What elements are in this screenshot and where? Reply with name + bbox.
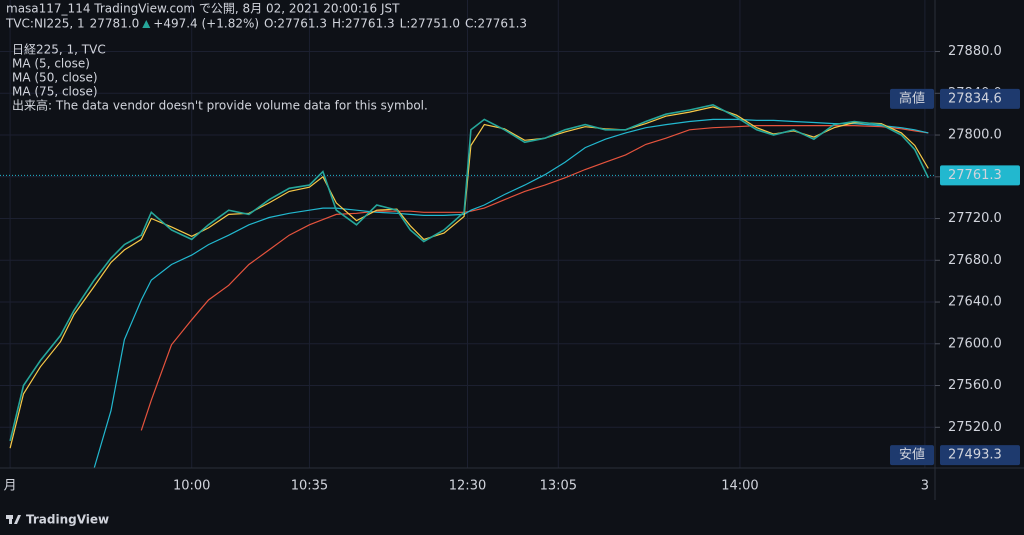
legend-entry: MA (5, close)	[12, 57, 90, 71]
y-tick-label: 27680.0	[948, 253, 1002, 268]
x-tick-label: 月	[4, 479, 17, 494]
ma-line	[93, 118, 929, 468]
x-tick-label: 3	[921, 479, 929, 494]
header-field: 27761.3	[345, 17, 395, 31]
header-field: H:	[332, 17, 345, 31]
header-field: +497.4 (+1.82%)	[153, 17, 259, 31]
ma-line	[140, 125, 929, 431]
legend-entry: MA (75, close)	[12, 85, 98, 99]
up-arrow	[142, 20, 151, 28]
marker-value: 27834.6	[948, 91, 1002, 106]
logo	[9, 515, 12, 524]
last-price-label: 27761.3	[948, 168, 1002, 183]
y-tick-label: 27800.0	[948, 128, 1002, 143]
y-tick-label: 27520.0	[948, 420, 1002, 435]
last-price-box	[940, 165, 1020, 186]
x-tick-label: 13:05	[540, 479, 577, 494]
x-tick-label: 10:35	[291, 479, 328, 494]
logo	[14, 515, 21, 524]
legend-entry: 日経225, 1, TVC	[12, 43, 106, 57]
y-tick-label: 27560.0	[948, 378, 1002, 393]
x-tick-label: 10:00	[173, 479, 210, 494]
marker-name-box	[890, 445, 934, 466]
header-field: 27761.3	[477, 17, 527, 31]
annotation: 出来高: The data vendor doesn't provide vol…	[12, 98, 428, 113]
marker-value: 27493.3	[948, 448, 1002, 463]
plot	[0, 103, 935, 468]
y-tick-label: 27640.0	[948, 295, 1002, 310]
marker-name: 安値	[899, 447, 925, 463]
symbol-line: TVC:NI225, 1 27781.0 +497.4 (+1.82%) O: 2776…	[5, 17, 527, 31]
brand: TradingView	[6, 513, 109, 527]
marker-value-box	[940, 445, 1020, 466]
marker-value-box	[940, 88, 1020, 109]
header-field: TVC:NI225, 1	[5, 17, 85, 31]
brand-name: TradingView	[26, 513, 109, 527]
header-field: 27751.0	[410, 17, 460, 31]
grid	[0, 0, 935, 468]
y-tick-label: 27600.0	[948, 336, 1002, 351]
price-line	[9, 103, 930, 442]
header-field: C:	[465, 17, 477, 31]
axes: 27520.0 27560.0 27600.0 27640.0 27680.0 27720…	[4, 44, 1020, 494]
header-field: 27781.0	[90, 17, 140, 31]
publisher: masa117_114 TradingView.com で公開, 8月 02, …	[6, 2, 400, 16]
y-tick-label: 27720.0	[948, 211, 1002, 226]
x-tick-label: 12:30	[449, 479, 486, 494]
header-field: L:	[400, 17, 411, 31]
marker-name-box	[890, 88, 934, 109]
header-field: O:	[264, 17, 277, 31]
y-tick-label: 27880.0	[948, 44, 1002, 59]
legend-entry: MA (50, close)	[12, 71, 98, 85]
x-tick-label: 14:00	[721, 479, 758, 494]
ma-line	[9, 106, 929, 449]
header-field: 27761.3	[277, 17, 327, 31]
marker-name: 高値	[899, 90, 925, 106]
